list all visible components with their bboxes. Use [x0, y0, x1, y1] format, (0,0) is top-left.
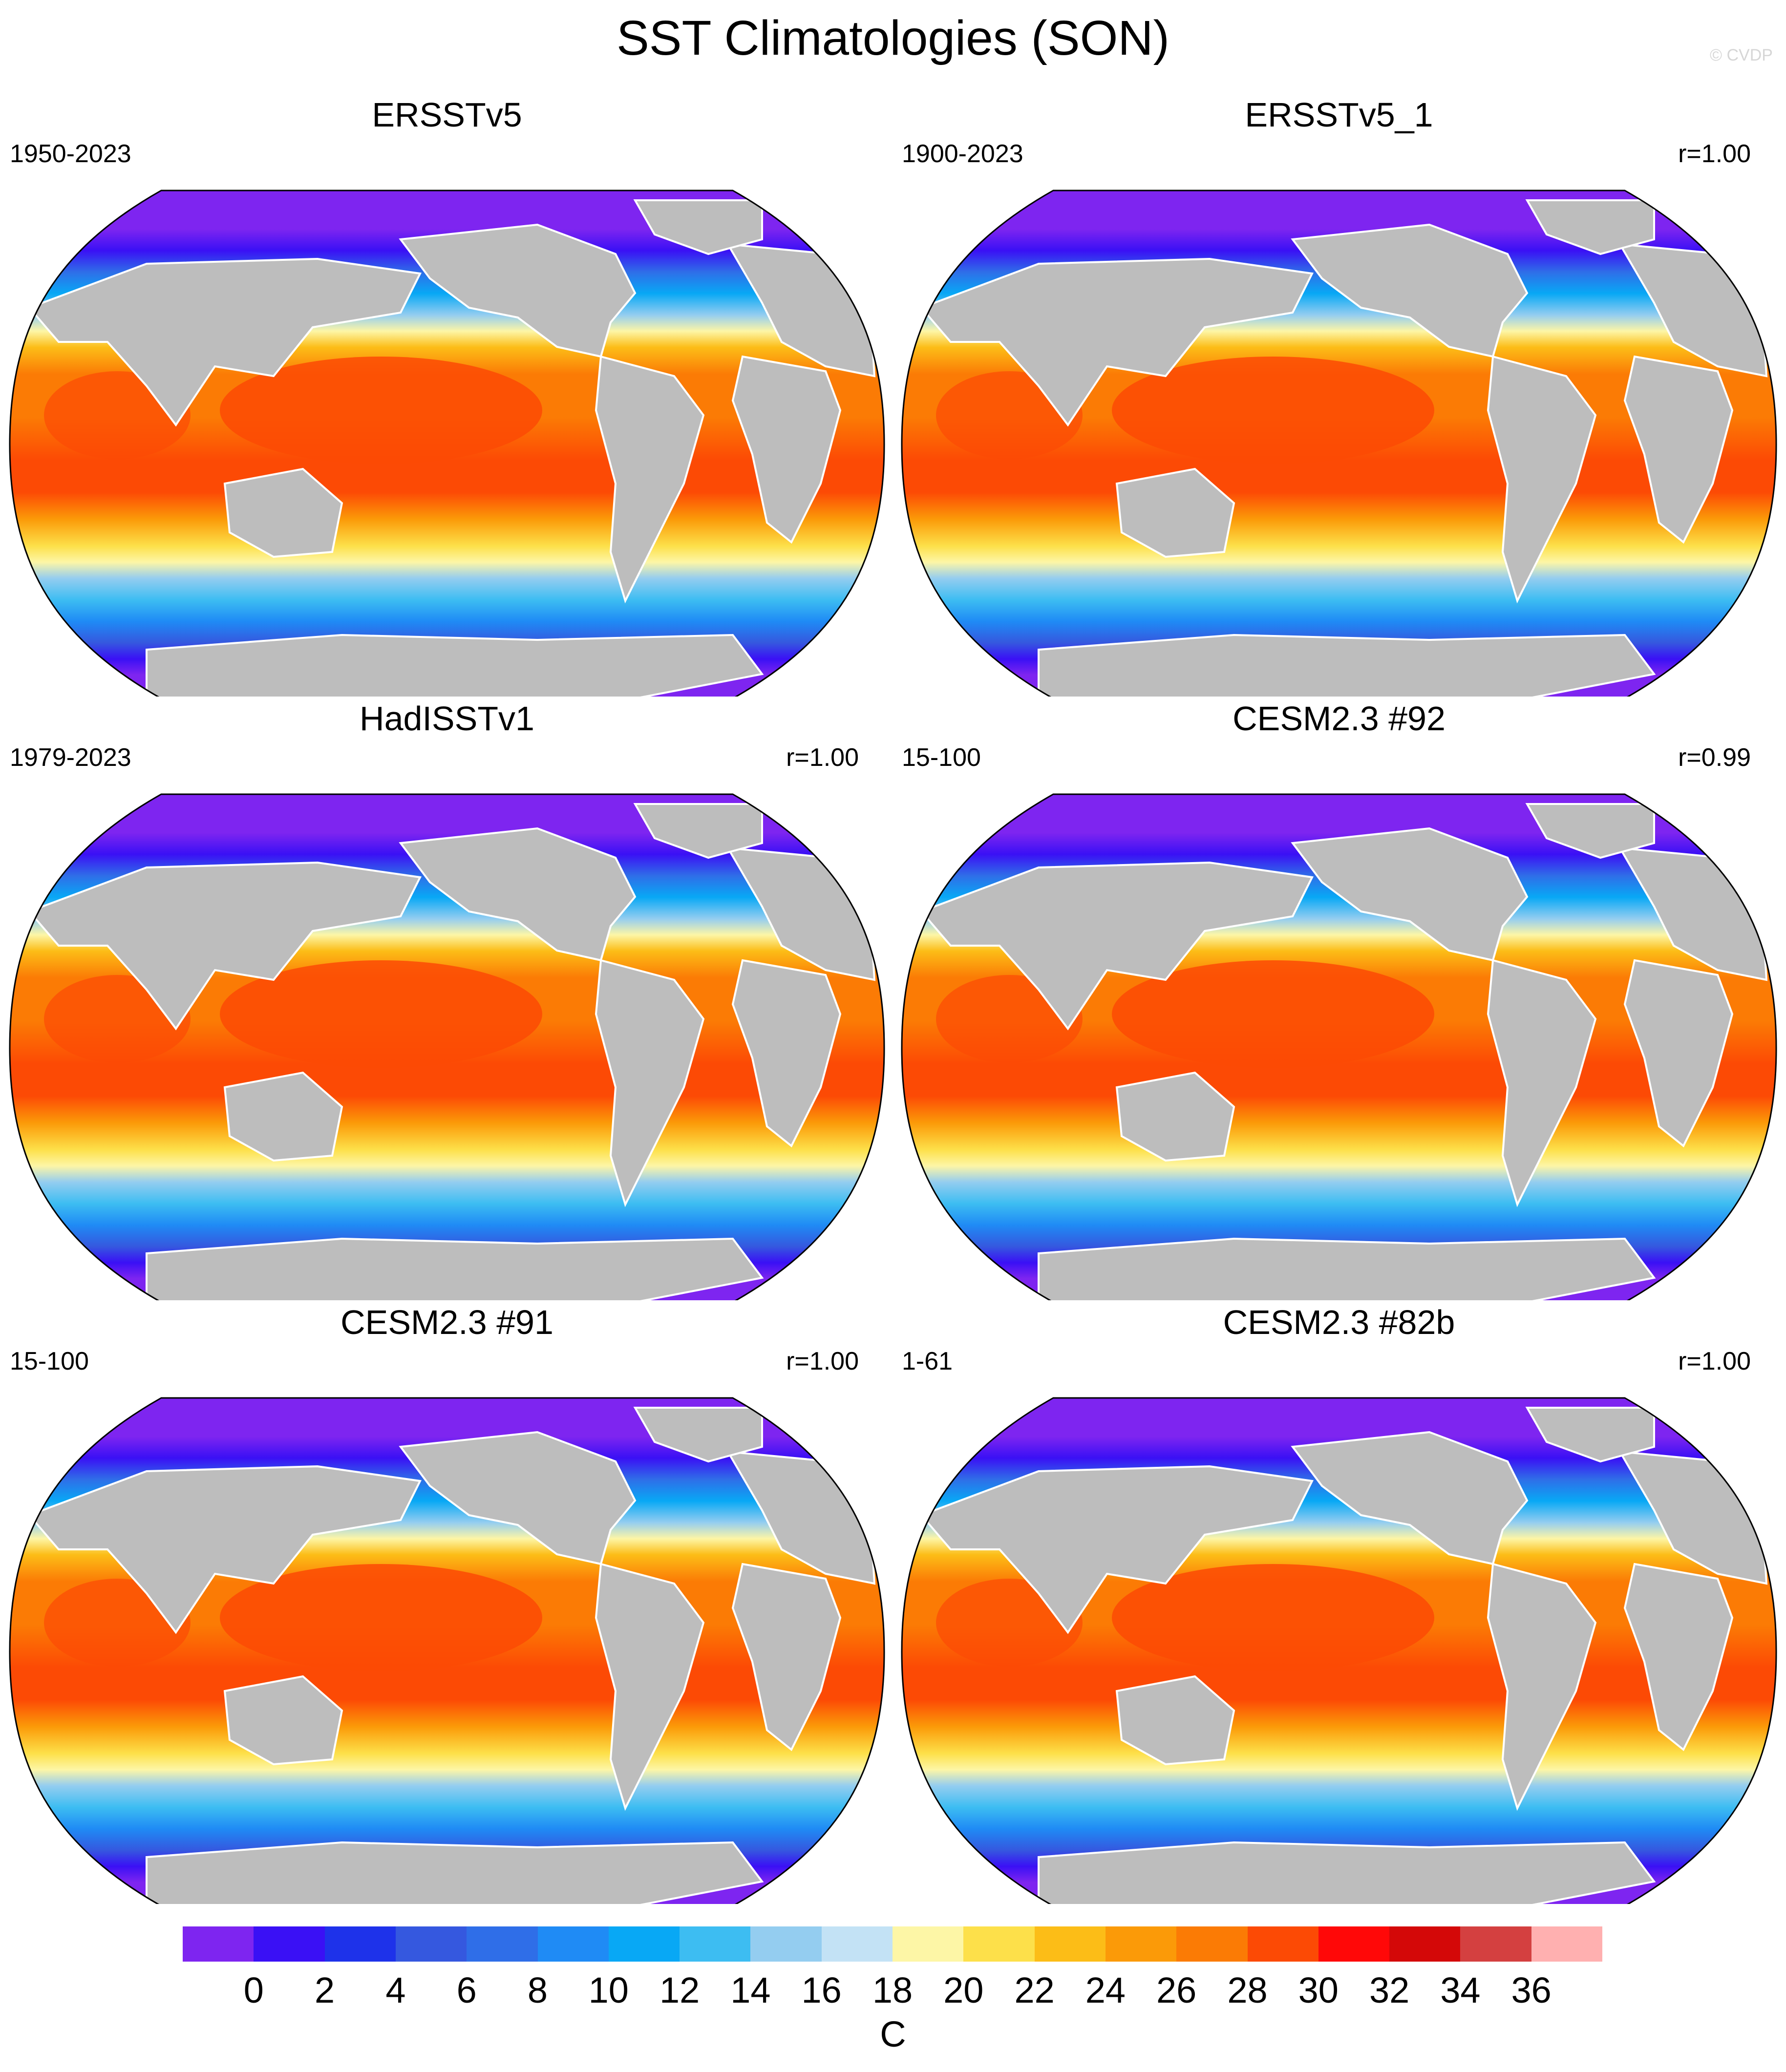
colorbar-tick-label: 34: [1440, 1970, 1481, 2010]
colorbar-tick-label: 22: [1014, 1970, 1055, 2010]
panel-title: ERSSTv5: [372, 96, 522, 134]
colorbar-box: [395, 1926, 467, 1962]
colorbar: [183, 1926, 1603, 1962]
colorbar-tick-label: 36: [1511, 1970, 1552, 2010]
colorbar-tick-label: 6: [456, 1970, 477, 2010]
map-panel-4: CESM2.3 #92 15-100 r=0.99: [892, 697, 1786, 1300]
colorbar-tick-label: 2: [315, 1970, 335, 2010]
panel-correlation: r=1.00: [1678, 1347, 1751, 1375]
colorbar-box: [1105, 1926, 1177, 1962]
figure-title: SST Climatologies (SON): [617, 11, 1169, 65]
colorbar-tick-label: 24: [1085, 1970, 1126, 2010]
panel-title: CESM2.3 #92: [1233, 699, 1446, 738]
colorbar-box: [608, 1926, 680, 1962]
colorbar-box: [821, 1926, 893, 1962]
colorbar-tick-label: 8: [527, 1970, 548, 2010]
colorbar-tick-label: 16: [801, 1970, 842, 2010]
panel-title: HadISSTv1: [360, 699, 534, 738]
panel-correlation: r=0.99: [1678, 743, 1751, 772]
map-panel-3: HadISSTv1 1979-2023 r=1.00: [0, 697, 894, 1300]
colorbar-box: [254, 1926, 325, 1962]
panel-correlation: r=1.00: [786, 743, 859, 772]
colorbar-tick-label: 26: [1156, 1970, 1197, 2010]
colorbar-box: [324, 1926, 396, 1962]
map-panel-2: ERSSTv5_1 1900-2023 r=1.00: [892, 93, 1786, 697]
panel-period: 1950-2023: [10, 140, 131, 168]
colorbar-box: [1034, 1926, 1106, 1962]
colorbar-tick-label: 20: [943, 1970, 984, 2010]
colorbar-tick-label: 10: [588, 1970, 629, 2010]
sst-map-1: [9, 190, 885, 697]
colorbar-box: [893, 1926, 964, 1962]
panel-title: CESM2.3 #91: [340, 1303, 553, 1341]
colorbar-box: [1318, 1926, 1390, 1962]
panel-period: 15-100: [902, 743, 981, 772]
colorbar-box: [467, 1926, 538, 1962]
sst-map-6: [901, 1397, 1777, 1904]
sst-map-3: [9, 793, 885, 1300]
copyright-label: © CVDP: [1710, 46, 1773, 64]
panel-correlation: r=1.00: [786, 1347, 859, 1375]
panel-correlation: r=1.00: [1678, 140, 1751, 168]
colorbar-box: [1247, 1926, 1319, 1962]
colorbar-tick-label: 0: [243, 1970, 264, 2010]
sst-map-2: [901, 190, 1777, 697]
map-panel-1: ERSSTv5 1950-2023: [0, 93, 894, 697]
colorbar-box: [1531, 1926, 1603, 1962]
map-panel-6: CESM2.3 #82b 1-61 r=1.00: [892, 1300, 1786, 1904]
colorbar-tick-label: 4: [385, 1970, 406, 2010]
sst-map-4: [901, 793, 1777, 1300]
panel-period: 15-100: [10, 1347, 89, 1375]
map-panel-5: CESM2.3 #91 15-100 r=1.00: [0, 1300, 894, 1904]
colorbar-tick-label: 32: [1369, 1970, 1410, 2010]
panel-period: 1900-2023: [902, 140, 1023, 168]
colorbar-box: [183, 1926, 254, 1962]
panel-period: 1-61: [902, 1347, 953, 1375]
colorbar-box: [1176, 1926, 1248, 1962]
colorbar-box: [680, 1926, 751, 1962]
sst-map-5: [9, 1397, 885, 1904]
colorbar-box: [750, 1926, 822, 1962]
panel-title: ERSSTv5_1: [1245, 96, 1433, 134]
colorbar-box: [1389, 1926, 1461, 1962]
panel-title: CESM2.3 #82b: [1223, 1303, 1455, 1341]
panel-period: 1979-2023: [10, 743, 131, 772]
colorbar-box: [963, 1926, 1035, 1962]
colorbar-box: [537, 1926, 609, 1962]
colorbar-tick-label: 14: [730, 1970, 771, 2010]
colorbar-tick-label: 28: [1227, 1970, 1268, 2010]
colorbar-box: [1460, 1926, 1532, 1962]
colorbar-tick-label: 12: [659, 1970, 700, 2010]
colorbar-tick-label: 18: [872, 1970, 913, 2010]
colorbar-unit: C: [880, 2014, 906, 2054]
colorbar-tick-label: 30: [1298, 1970, 1339, 2010]
